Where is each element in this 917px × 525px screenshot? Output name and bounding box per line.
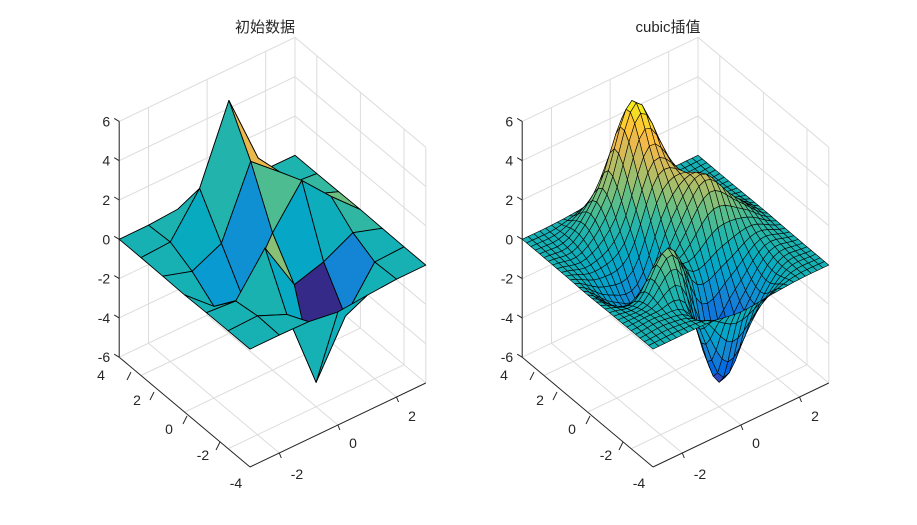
left-plot-title: 初始数据 xyxy=(234,19,296,36)
svg-text:-2: -2 xyxy=(98,271,111,287)
svg-text:-2: -2 xyxy=(600,447,613,463)
tick-labels: -6 -4 -2 0 2 4 6 4 2 0 -2 -4 -2 0 2 xyxy=(500,113,819,491)
svg-text:2: 2 xyxy=(505,192,513,208)
svg-text:2: 2 xyxy=(133,392,141,408)
svg-text:-2: -2 xyxy=(501,271,514,287)
svg-text:-2: -2 xyxy=(694,466,707,482)
svg-text:-4: -4 xyxy=(98,310,111,326)
svg-text:0: 0 xyxy=(568,421,576,437)
svg-text:2: 2 xyxy=(811,408,819,424)
svg-text:6: 6 xyxy=(505,113,513,129)
svg-text:2: 2 xyxy=(102,192,110,208)
svg-text:-4: -4 xyxy=(633,475,646,491)
tick-labels: -6 -4 -2 0 2 4 6 4 2 0 -2 -4 -2 0 2 xyxy=(97,113,416,491)
svg-text:4: 4 xyxy=(102,153,110,169)
svg-text:4: 4 xyxy=(505,153,513,169)
svg-text:2: 2 xyxy=(536,392,544,408)
svg-text:0: 0 xyxy=(165,421,173,437)
svg-text:4: 4 xyxy=(500,367,508,383)
svg-text:4: 4 xyxy=(97,367,105,383)
svg-text:-6: -6 xyxy=(98,349,111,365)
svg-text:0: 0 xyxy=(102,231,110,247)
svg-text:-2: -2 xyxy=(291,466,304,482)
svg-text:-4: -4 xyxy=(230,475,243,491)
svg-text:-4: -4 xyxy=(501,310,514,326)
svg-text:0: 0 xyxy=(752,435,760,451)
surface xyxy=(521,100,830,383)
svg-text:2: 2 xyxy=(408,408,416,424)
surface xyxy=(118,100,427,383)
svg-text:-2: -2 xyxy=(197,447,210,463)
right-plot-title: cubic插值 xyxy=(635,19,701,36)
svg-text:0: 0 xyxy=(349,435,357,451)
svg-text:6: 6 xyxy=(102,113,110,129)
svg-text:0: 0 xyxy=(505,231,513,247)
svg-text:-6: -6 xyxy=(501,349,514,365)
